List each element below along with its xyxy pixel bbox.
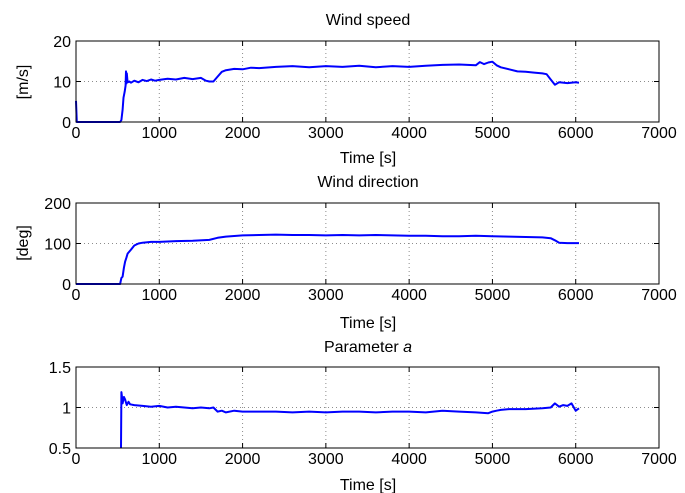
x-tick-label: 2000 [225,287,261,304]
x-axis-label: Time [s] [340,150,396,167]
panel-title: Wind direction [317,174,418,191]
y-tick-label: 0.5 [49,441,71,458]
x-tick-label: 0 [72,451,81,468]
x-tick-label: 4000 [391,451,427,468]
x-tick-label: 1000 [141,451,177,468]
x-tick-label: 2000 [225,451,261,468]
y-axis-label: [m/s] [15,65,32,100]
x-axis-label: Time [s] [340,315,396,332]
x-tick-label: 0 [72,287,81,304]
x-tick-label: 1000 [141,287,177,304]
parameter-a-panel: Parameter a Time [s] 0 1000 2000 3000 4000 50… [49,339,677,493]
y-tick-label: 10 [53,75,71,92]
x-tick-label: 2000 [225,125,261,142]
x-tick-label: 6000 [558,125,594,142]
y-axis-label: [deg] [15,225,32,261]
wind-speed-panel: Wind speed Time [s] [m/s] 0 1000 2000 3000 4… [15,12,677,167]
x-tick-label: 1000 [141,125,177,142]
plot-frame [75,40,660,123]
x-tick-label: 7000 [641,287,677,304]
x-tick-label: 7000 [641,451,677,468]
x-tick-label: 0 [72,125,81,142]
wind-direction-panel: Wind direction Time [s] [deg] 0 1000 2000 3… [15,174,677,332]
series-line [120,391,580,449]
x-tick-label: 5000 [475,125,511,142]
x-tick-label: 5000 [475,287,511,304]
x-tick-label: 5000 [475,451,511,468]
panel-title: Wind speed [326,12,411,29]
x-tick-label: 7000 [641,125,677,142]
x-tick-label: 4000 [391,287,427,304]
x-tick-label: 6000 [558,287,594,304]
y-tick-label: 0 [62,277,71,294]
x-tick-label: 3000 [308,287,344,304]
y-tick-label: 20 [53,34,71,51]
x-tick-label: 3000 [308,125,344,142]
x-tick-label: 3000 [308,451,344,468]
series-line [75,60,580,123]
y-tick-label: 200 [44,196,71,213]
y-tick-label: 0 [62,115,71,132]
panel-title: Parameter a [324,339,412,356]
x-tick-label: 4000 [391,125,427,142]
y-tick-label: 100 [44,237,71,254]
y-tick-label: 1.5 [49,360,71,377]
x-axis-label: Time [s] [340,477,396,493]
series-line [76,233,579,285]
y-tick-label: 1 [62,401,71,418]
x-tick-label: 6000 [558,451,594,468]
